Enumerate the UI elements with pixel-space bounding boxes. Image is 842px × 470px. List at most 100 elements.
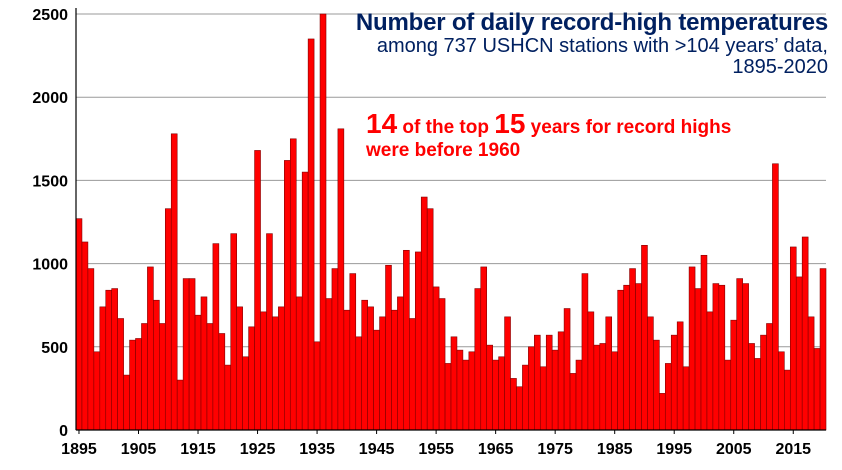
bar-1966	[498, 356, 505, 431]
bar-1995	[670, 334, 678, 431]
bar-2000	[700, 254, 708, 431]
x-tick-label: 1925	[240, 441, 276, 458]
bar-2019	[813, 348, 821, 431]
bar-1940	[343, 309, 351, 431]
bar-1960	[462, 359, 470, 431]
bar-1943	[361, 299, 368, 431]
bar-1907	[147, 266, 154, 431]
bar-1990	[641, 245, 648, 431]
x-tick-label: 2005	[716, 441, 752, 458]
bar-1929	[278, 306, 285, 431]
bar-1919	[218, 333, 226, 431]
bar-1952	[414, 251, 422, 431]
bar-1914	[188, 278, 196, 431]
bar-1896	[81, 241, 89, 431]
bar-1951	[409, 318, 416, 431]
bar-1957	[444, 363, 452, 431]
bar-1912	[176, 379, 184, 431]
bar-1908	[153, 299, 160, 431]
bar-1897	[87, 268, 95, 431]
bar-1975	[551, 349, 559, 431]
bar-1902	[117, 318, 124, 431]
bar-1971	[528, 346, 535, 431]
bar-1898	[93, 351, 101, 431]
annotation-line1: 14 of the top 15 years for record highs	[366, 110, 731, 139]
bar-1991	[647, 316, 654, 431]
bar-1974	[545, 334, 553, 431]
bar-1904	[129, 339, 136, 431]
bar-1917	[206, 323, 214, 431]
bar-1989	[635, 283, 642, 431]
bar-1936	[319, 13, 327, 431]
y-tick-label: 500	[41, 340, 68, 357]
bar-2002	[712, 283, 720, 431]
bar-1910	[164, 208, 172, 431]
y-tick-label: 2500	[32, 7, 68, 24]
x-tick-label: 2015	[775, 441, 811, 458]
bar-1999	[694, 288, 702, 431]
bar-1987	[623, 284, 630, 431]
bar-1941	[349, 273, 357, 431]
bar-1938	[331, 268, 339, 431]
bar-1928	[272, 316, 279, 431]
y-tick-label: 2000	[32, 90, 68, 107]
bar-1994	[664, 363, 672, 431]
bar-1977	[563, 308, 571, 431]
x-tick-labels: 1895 1905 1915 1925 1935 1945 1955 1965 1975 1985…	[61, 441, 811, 458]
bar-2018	[807, 316, 815, 431]
bar-1935	[313, 341, 321, 431]
x-tick-label: 1905	[121, 441, 157, 458]
bar-1959	[456, 349, 464, 431]
annotation: 14 of the top 15 years for record highs …	[366, 110, 731, 162]
bar-1918	[212, 243, 220, 431]
bar-1988	[629, 268, 636, 431]
y-tick-label: 1000	[32, 257, 68, 274]
bar-1950	[403, 249, 410, 431]
bar-1998	[688, 266, 696, 431]
bar-1903	[123, 374, 130, 431]
bar-2017	[801, 236, 809, 431]
bar-1970	[522, 364, 529, 431]
bar-1973	[539, 366, 547, 431]
bar-2010	[760, 334, 767, 431]
bar-1983	[599, 343, 607, 431]
bar-1934	[307, 38, 315, 431]
bar-1947	[385, 264, 392, 431]
bar-1901	[111, 288, 118, 431]
chart-title-block: Number of daily record-high temperatures…	[356, 10, 828, 78]
bar-1948	[391, 309, 398, 431]
bar-1916	[200, 296, 208, 431]
bar-1979	[575, 359, 583, 431]
bar-1937	[325, 298, 333, 431]
bar-2004	[724, 359, 732, 431]
bar-1967	[504, 316, 511, 431]
y-tick-label: 0	[59, 423, 68, 440]
bar-2007	[742, 283, 749, 431]
bar-1978	[569, 373, 577, 431]
bars	[75, 13, 827, 431]
bar-1944	[367, 306, 374, 431]
bar-2015	[789, 246, 797, 431]
bar-1913	[182, 278, 190, 431]
bar-1942	[355, 336, 363, 431]
bar-1932	[295, 296, 303, 431]
bar-2006	[736, 278, 743, 431]
chart-subtitle-line1: among 737 USHCN stations with >104 years…	[376, 35, 828, 57]
x-tick-label: 1895	[61, 441, 97, 458]
x-tick-label: 1915	[180, 441, 216, 458]
bar-1964	[486, 344, 493, 431]
bar-1905	[135, 338, 142, 431]
bar-1927	[266, 233, 273, 431]
bar-1980	[581, 273, 589, 431]
bar-1926	[260, 311, 267, 431]
bar-2008	[748, 343, 755, 431]
bar-1946	[379, 316, 386, 431]
annotation-num1: 14	[366, 108, 398, 139]
bar-1911	[170, 133, 178, 431]
bar-1922	[236, 306, 243, 431]
x-tick-label: 1955	[418, 441, 454, 458]
bar-1899	[99, 306, 107, 431]
x-tick-label: 1965	[478, 441, 514, 458]
bar-1900	[105, 289, 113, 431]
bar-1954	[426, 208, 434, 431]
